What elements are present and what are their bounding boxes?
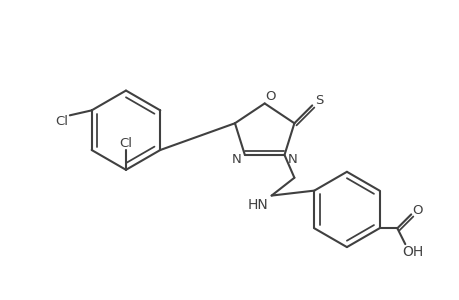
Text: S: S <box>314 94 323 107</box>
Text: HN: HN <box>247 199 268 212</box>
Text: O: O <box>411 204 421 217</box>
Text: Cl: Cl <box>119 136 132 150</box>
Text: Cl: Cl <box>55 115 68 128</box>
Text: O: O <box>265 90 275 103</box>
Text: N: N <box>231 153 241 167</box>
Text: N: N <box>287 153 297 167</box>
Text: OH: OH <box>402 245 423 259</box>
